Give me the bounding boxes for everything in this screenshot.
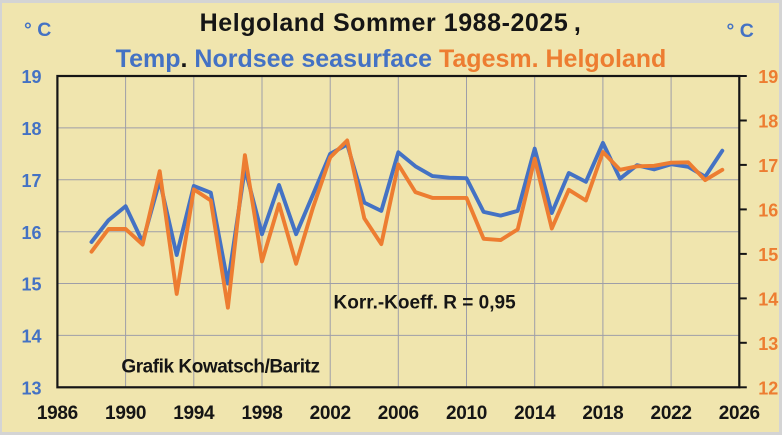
svg-text:17: 17 — [21, 171, 41, 191]
svg-text:19: 19 — [21, 67, 41, 87]
svg-text:17: 17 — [758, 156, 778, 176]
svg-text:14: 14 — [21, 327, 41, 347]
svg-text:° C: ° C — [727, 20, 754, 42]
svg-text:2006: 2006 — [378, 403, 419, 424]
svg-text:13: 13 — [21, 379, 41, 399]
svg-text:12: 12 — [758, 379, 778, 399]
svg-text:16: 16 — [21, 223, 41, 243]
svg-text:1998: 1998 — [241, 403, 282, 424]
svg-text:2018: 2018 — [582, 403, 623, 424]
svg-text:13: 13 — [758, 334, 778, 354]
svg-text:Temp. Nordsee seasurface Tages: Temp. Nordsee seasurface Tagesm. Helgola… — [116, 45, 667, 73]
svg-text:1990: 1990 — [105, 403, 146, 424]
svg-text:14: 14 — [758, 290, 778, 310]
svg-text:Grafik Kowatsch/Baritz: Grafik Kowatsch/Baritz — [121, 357, 319, 378]
svg-text:19: 19 — [758, 67, 778, 87]
svg-text:1994: 1994 — [173, 403, 215, 424]
svg-text:Korr.-Koeff. R = 0,95: Korr.-Koeff. R = 0,95 — [334, 293, 517, 314]
svg-text:° C: ° C — [24, 19, 51, 41]
svg-text:2010: 2010 — [446, 403, 487, 424]
svg-text:2014: 2014 — [514, 403, 556, 424]
svg-text:18: 18 — [758, 112, 778, 132]
svg-text:15: 15 — [21, 275, 41, 295]
svg-text:18: 18 — [21, 119, 41, 139]
svg-text:15: 15 — [758, 245, 778, 265]
svg-text:2002: 2002 — [310, 403, 351, 424]
svg-text:2022: 2022 — [651, 403, 692, 424]
svg-text:Helgoland Sommer 1988-2025 ,: Helgoland Sommer 1988-2025 , — [200, 9, 582, 37]
svg-text:2026: 2026 — [719, 403, 760, 424]
svg-text:1986: 1986 — [37, 403, 78, 424]
svg-text:16: 16 — [758, 201, 778, 221]
